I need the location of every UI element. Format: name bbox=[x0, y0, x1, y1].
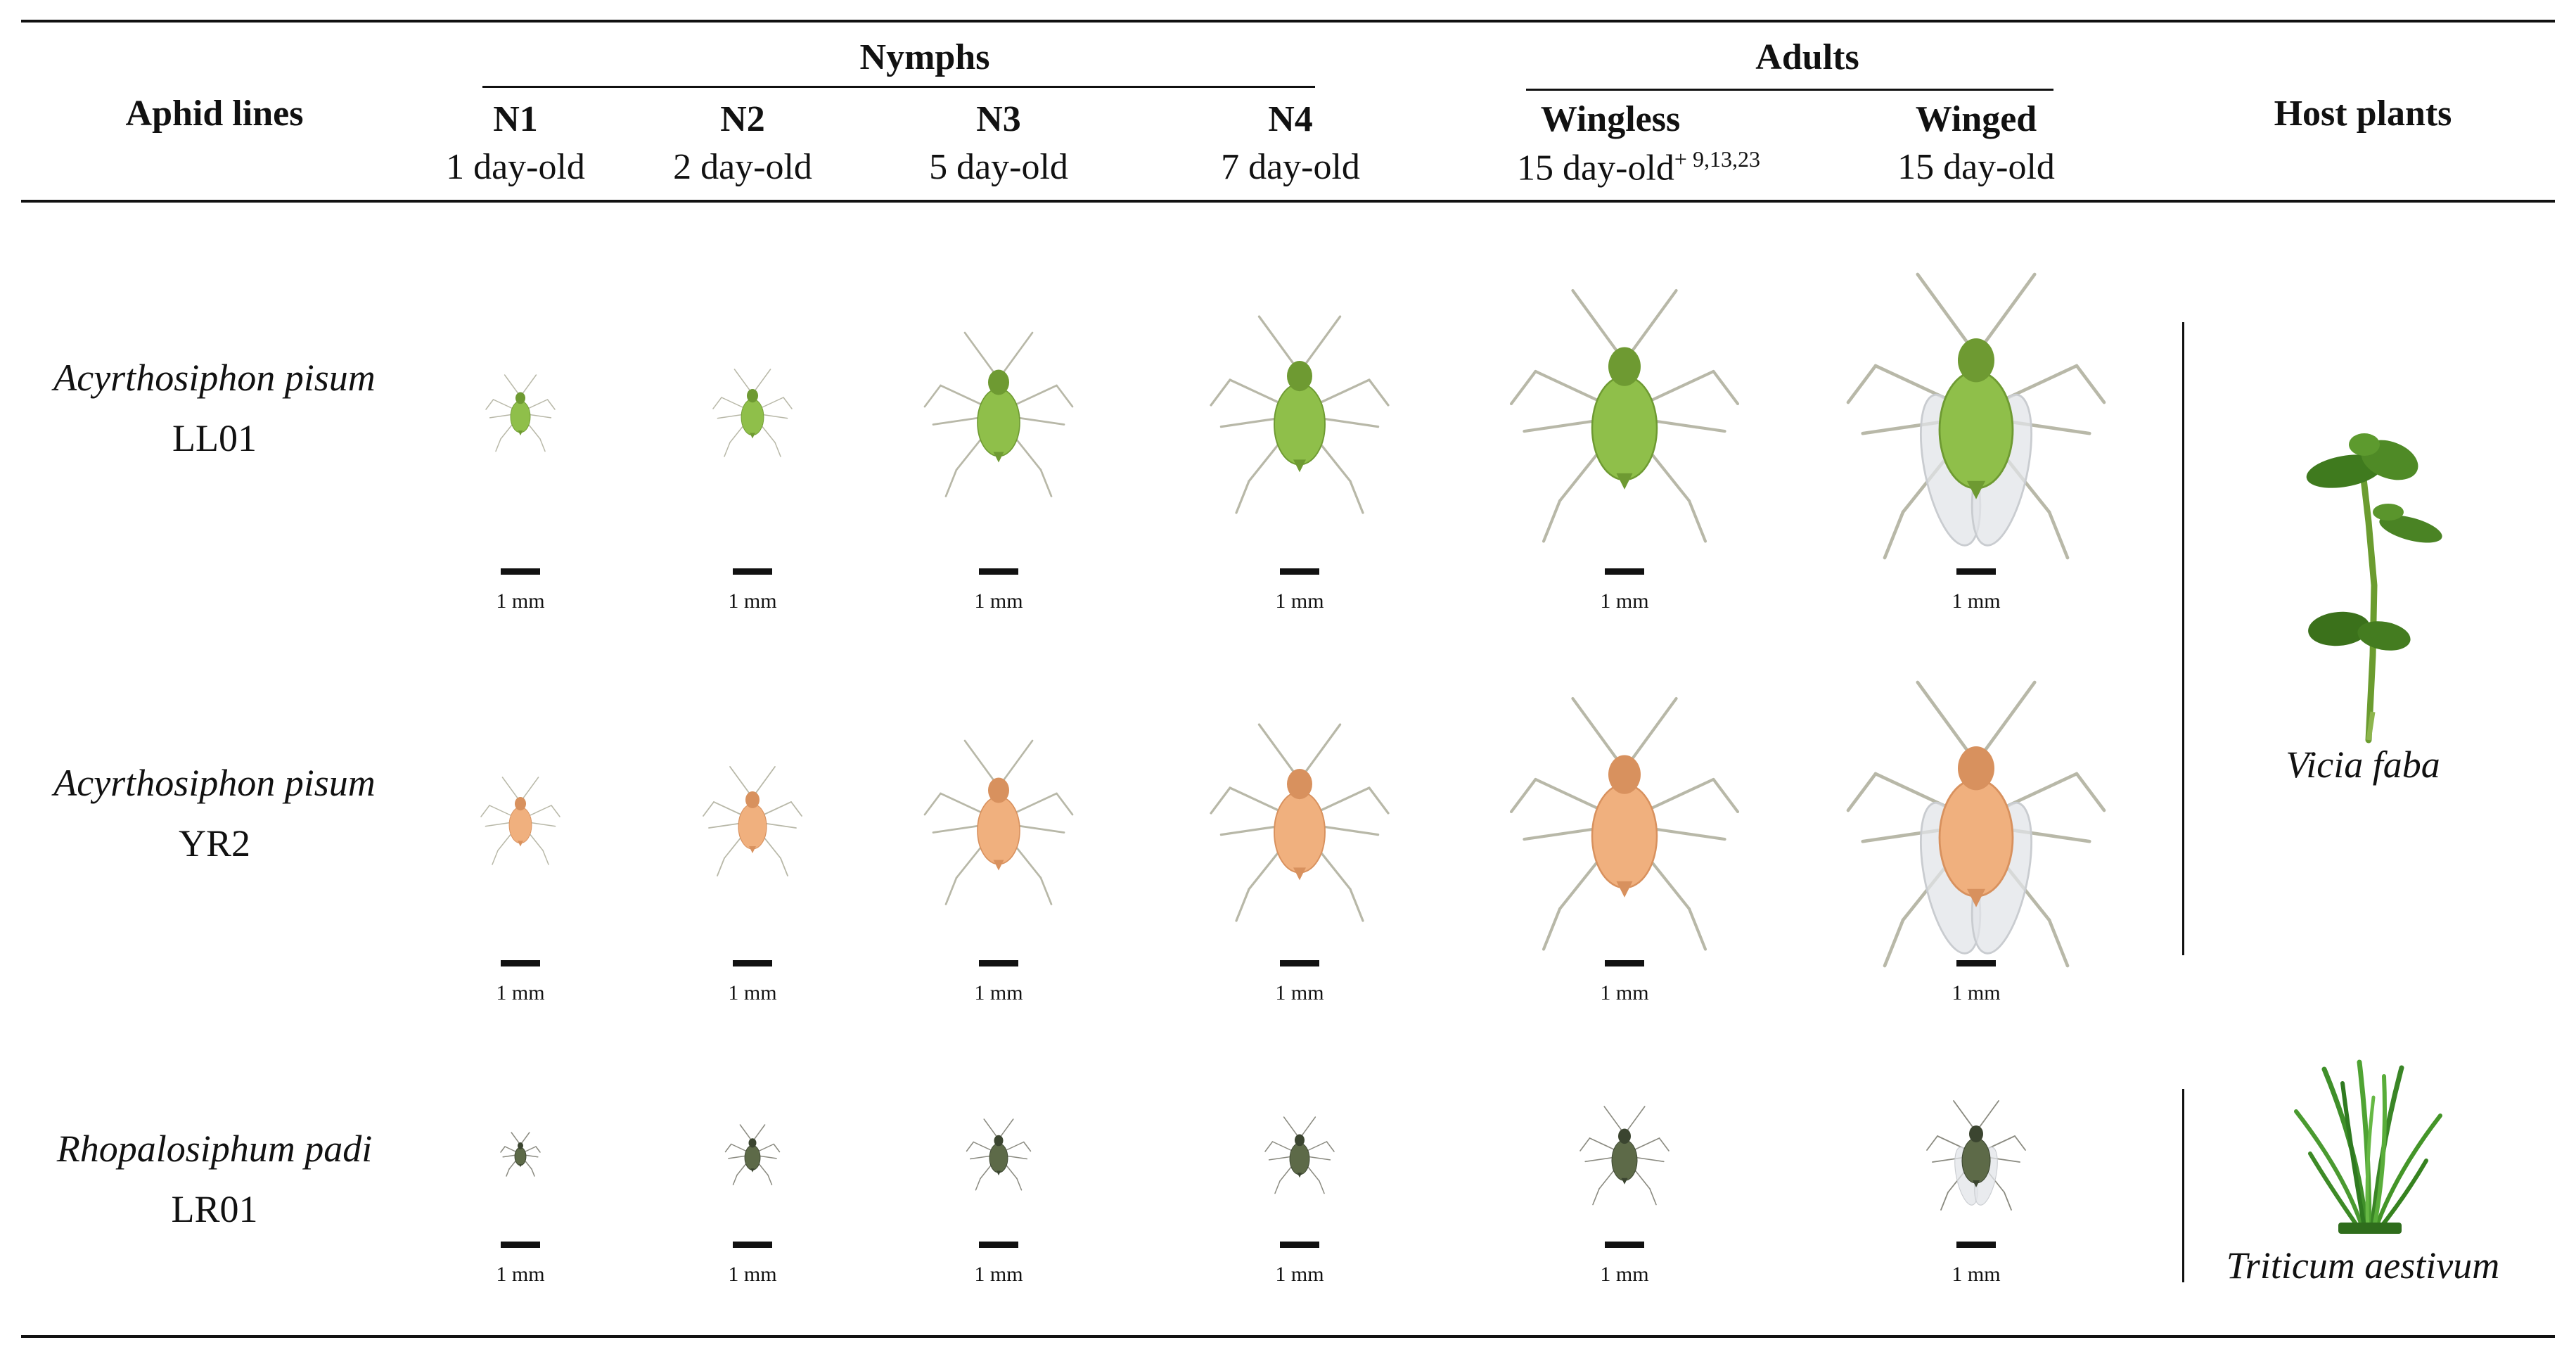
scale-bar-2-winged bbox=[1956, 960, 1996, 966]
scale-label-2-n2: 1 mm bbox=[728, 981, 777, 1004]
scale-bar-1-wingless bbox=[1605, 568, 1644, 575]
aphid-1-wingless bbox=[1509, 288, 1740, 543]
row2-line: YR2 bbox=[178, 822, 250, 864]
aphid-2-n3 bbox=[923, 739, 1074, 905]
aphid-2-n2 bbox=[703, 766, 802, 876]
row3-species: Rhopalosiphum padi bbox=[56, 1128, 373, 1170]
bean-plant-icon bbox=[2306, 433, 2442, 744]
scale-label-2-winged: 1 mm bbox=[1952, 981, 2001, 1004]
scale-bar-3-wingless bbox=[1605, 1242, 1644, 1248]
scale-label-1-n4: 1 mm bbox=[1275, 589, 1324, 613]
scale-bar-3-n3 bbox=[979, 1242, 1018, 1248]
row1-species: Acyrthosiphon pisum bbox=[53, 357, 376, 399]
scale-label-3-n4: 1 mm bbox=[1275, 1263, 1324, 1286]
aphid-1-n2 bbox=[712, 369, 793, 457]
scale-bar-2-n2 bbox=[733, 960, 772, 966]
stage-age-n3: 5 day-old bbox=[929, 147, 1068, 187]
scale-label-3-n3: 1 mm bbox=[974, 1263, 1023, 1286]
scale-label-2-n3: 1 mm bbox=[974, 981, 1023, 1004]
aphid-3-n2 bbox=[724, 1124, 781, 1185]
scale-label-1-winged: 1 mm bbox=[1952, 589, 2001, 613]
aphid-2-n4 bbox=[1210, 723, 1390, 922]
adults-span-rule bbox=[1526, 89, 2053, 91]
scale-label-1-n3: 1 mm bbox=[974, 589, 1023, 613]
scale-bar-1-n4 bbox=[1280, 568, 1319, 575]
wheat-grass-icon bbox=[2294, 1059, 2442, 1234]
aphid-3-winged bbox=[1926, 1100, 2026, 1211]
row1-line: LL01 bbox=[172, 417, 257, 459]
adults-header: Adults bbox=[1755, 37, 1859, 77]
host-plant-triticum-aestivum: Triticum aestivum bbox=[2226, 1244, 2500, 1287]
stage-name-n4: N4 bbox=[1268, 99, 1313, 139]
nymphs-span-rule bbox=[482, 86, 1315, 88]
nymphs-header: Nymphs bbox=[859, 37, 990, 77]
scale-bar-1-n2 bbox=[733, 568, 772, 575]
stage-age-winged: 15 day-old bbox=[1897, 147, 2055, 187]
aphid-1-n4 bbox=[1210, 315, 1390, 514]
vicia-separator bbox=[2182, 322, 2184, 955]
scale-bar-3-n2 bbox=[733, 1242, 772, 1248]
scale-bar-2-n1 bbox=[501, 960, 540, 966]
scale-label-1-n2: 1 mm bbox=[728, 589, 777, 613]
scale-bar-1-n3 bbox=[979, 568, 1018, 575]
top-rule bbox=[21, 20, 2555, 23]
stage-age-n2: 2 day-old bbox=[673, 147, 812, 187]
bottom-rule bbox=[21, 1335, 2555, 1338]
stage-name-winged: Winged bbox=[1915, 99, 2037, 139]
scale-bar-3-winged bbox=[1956, 1242, 1996, 1248]
scale-label-1-n1: 1 mm bbox=[496, 589, 545, 613]
scale-label-3-wingless: 1 mm bbox=[1600, 1263, 1649, 1286]
scale-label-3-n1: 1 mm bbox=[496, 1263, 545, 1286]
scale-bar-2-n4 bbox=[1280, 960, 1319, 966]
scale-bar-2-n3 bbox=[979, 960, 1018, 966]
aphid-3-n4 bbox=[1264, 1116, 1335, 1194]
scale-label-2-n1: 1 mm bbox=[496, 981, 545, 1004]
stage-age-wingless: 15 day-old+ 9,13,23 bbox=[1517, 146, 1760, 189]
scale-label-2-n4: 1 mm bbox=[1275, 981, 1324, 1004]
scale-bar-2-wingless bbox=[1605, 960, 1644, 966]
stage-age-n4: 7 day-old bbox=[1221, 147, 1360, 187]
stage-name-n1: N1 bbox=[493, 99, 538, 139]
scale-label-2-wingless: 1 mm bbox=[1600, 981, 1649, 1004]
aphid-1-winged bbox=[1846, 272, 2106, 560]
stage-name-n3: N3 bbox=[976, 99, 1021, 139]
triticum-separator bbox=[2182, 1089, 2184, 1282]
scale-label-1-wingless: 1 mm bbox=[1600, 589, 1649, 613]
scale-label-3-n2: 1 mm bbox=[728, 1263, 777, 1286]
aphid-2-winged bbox=[1846, 680, 2106, 968]
scale-bar-3-n4 bbox=[1280, 1242, 1319, 1248]
host-plants-header: Host plants bbox=[2274, 94, 2452, 134]
row3-line: LR01 bbox=[171, 1188, 258, 1230]
stage-name-n2: N2 bbox=[720, 99, 765, 139]
aphid-2-wingless bbox=[1509, 696, 1740, 951]
aphid-1-n3 bbox=[923, 331, 1074, 497]
scale-bar-1-winged bbox=[1956, 568, 1996, 575]
header-bottom-rule bbox=[21, 200, 2555, 203]
scale-label-3-winged: 1 mm bbox=[1952, 1263, 2001, 1286]
aphid-2-n1 bbox=[480, 777, 560, 865]
row2-species: Acyrthosiphon pisum bbox=[53, 762, 376, 804]
stage-age-n1: 1 day-old bbox=[446, 147, 585, 187]
scale-bar-1-n1 bbox=[501, 568, 540, 575]
host-plant-vicia-faba: Vicia faba bbox=[2286, 744, 2440, 786]
scale-bar-3-n1 bbox=[501, 1242, 540, 1248]
aphid-3-n1 bbox=[500, 1132, 541, 1177]
stage-name-wingless: Wingless bbox=[1540, 99, 1681, 139]
aphid-3-wingless bbox=[1579, 1105, 1670, 1205]
aphid-1-n1 bbox=[485, 374, 556, 452]
aphid-lines-header: Aphid lines bbox=[125, 94, 304, 134]
wingless-age-superscript: + 9,13,23 bbox=[1674, 146, 1760, 172]
aphid-3-n3 bbox=[966, 1118, 1032, 1191]
